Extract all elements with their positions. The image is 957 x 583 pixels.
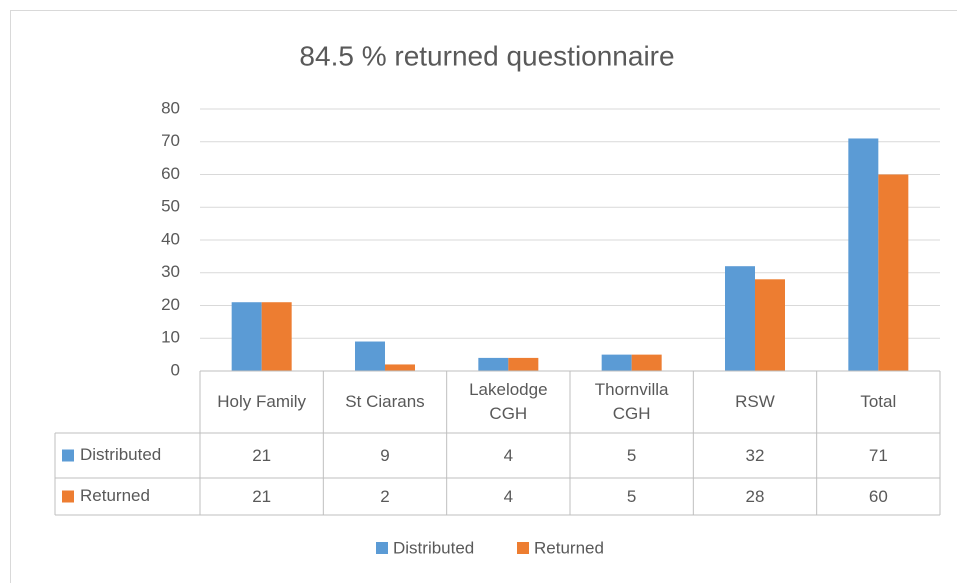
table-header: Holy Family bbox=[200, 371, 323, 433]
table-value-text: 4 bbox=[503, 445, 514, 465]
y-tick-label: 0 bbox=[171, 360, 180, 379]
table-row-label: Returned bbox=[80, 486, 150, 505]
bar bbox=[878, 174, 909, 371]
table-value-text: 2 bbox=[380, 486, 390, 506]
table-header-text: Holy Family bbox=[217, 392, 307, 411]
table-value: 5 bbox=[570, 478, 693, 515]
table-value: 60 bbox=[817, 478, 940, 515]
table-value: 32 bbox=[693, 433, 816, 478]
table-header: Total bbox=[817, 371, 940, 433]
bar bbox=[355, 341, 385, 371]
table-header: RSW bbox=[693, 371, 816, 433]
table-value-text: 60 bbox=[868, 486, 888, 506]
table-value: 5 bbox=[570, 433, 693, 478]
table-header-text: RSW bbox=[735, 392, 775, 411]
table-header-text: Total bbox=[860, 392, 897, 411]
table-header: Thornvilla CGH bbox=[570, 371, 693, 433]
table-header: Lakelodge CGH bbox=[447, 371, 570, 433]
table-value-text: 21 bbox=[252, 486, 272, 506]
y-tick-label: 20 bbox=[161, 295, 180, 314]
table-legend-key bbox=[62, 449, 74, 462]
table-value: 71 bbox=[817, 433, 940, 478]
bar bbox=[848, 138, 879, 371]
table-value-text: 32 bbox=[745, 445, 765, 465]
table-legend-key bbox=[62, 490, 74, 503]
y-tick-label: 30 bbox=[161, 262, 180, 281]
y-tick-label: 60 bbox=[161, 164, 180, 183]
table-value-text: 4 bbox=[503, 486, 514, 506]
bar bbox=[725, 266, 755, 371]
table-value-text: 5 bbox=[626, 445, 637, 465]
table-value-text: 21 bbox=[252, 445, 272, 465]
table-value: 21 bbox=[200, 433, 323, 478]
chart-border bbox=[10, 10, 957, 583]
y-tick-label: 50 bbox=[161, 197, 180, 216]
table-value-text: 71 bbox=[868, 445, 888, 465]
bar bbox=[385, 364, 415, 371]
bar bbox=[631, 354, 662, 371]
table-value: 2 bbox=[323, 478, 446, 515]
y-tick-label: 70 bbox=[161, 131, 180, 150]
table-row-label: Distributed bbox=[80, 445, 161, 464]
y-tick-label: 80 bbox=[161, 98, 180, 117]
table-value-text: 9 bbox=[380, 445, 390, 465]
chart-title: 84.5 % returned questionnaire bbox=[299, 40, 674, 71]
table-value: 21 bbox=[200, 478, 323, 515]
bar bbox=[231, 302, 262, 371]
bar bbox=[478, 357, 509, 371]
y-tick-label: 40 bbox=[161, 229, 180, 248]
table-value: 4 bbox=[447, 433, 570, 478]
table-value-text: 28 bbox=[745, 486, 765, 506]
table-header-text: Lakelodge CGH bbox=[469, 380, 548, 423]
table-header-text: Thornvilla CGH bbox=[594, 380, 669, 423]
table-value: 9 bbox=[323, 433, 446, 478]
bar bbox=[261, 302, 292, 371]
table-header-text: St Ciarans bbox=[345, 392, 425, 411]
y-tick-label: 10 bbox=[161, 328, 180, 347]
bar bbox=[508, 357, 539, 371]
table-value: 28 bbox=[693, 478, 816, 515]
bar bbox=[601, 354, 632, 371]
legend-label: Returned bbox=[534, 538, 604, 557]
table-value-text: 5 bbox=[626, 486, 637, 506]
bar bbox=[755, 279, 785, 371]
legend-label: Distributed bbox=[393, 538, 474, 557]
legend-key bbox=[517, 542, 529, 554]
legend-key bbox=[376, 542, 388, 554]
table-header: St Ciarans bbox=[323, 371, 446, 433]
table-value: 4 bbox=[447, 478, 570, 515]
